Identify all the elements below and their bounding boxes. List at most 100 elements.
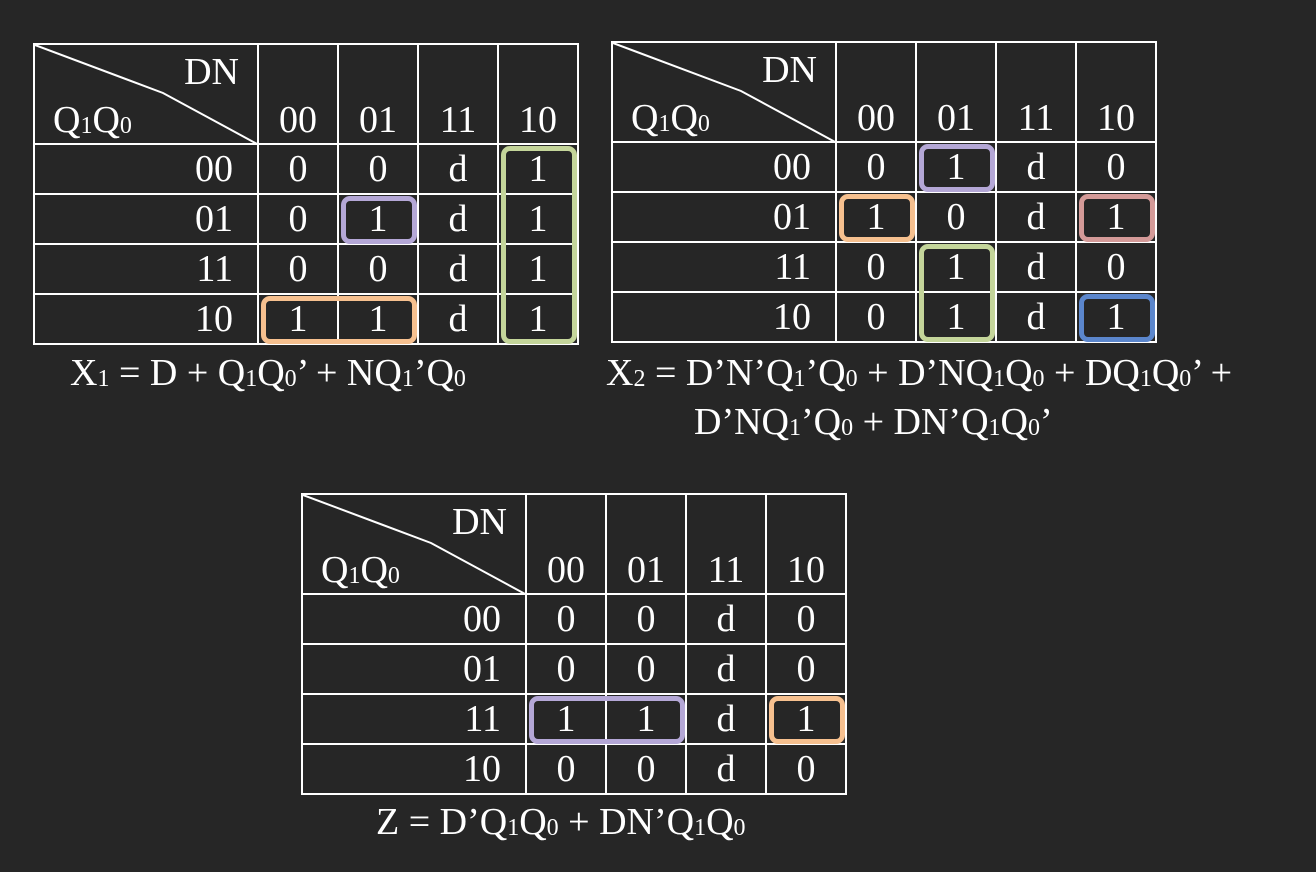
map-cell: d <box>417 143 499 195</box>
corner-diagonal <box>613 43 837 143</box>
karnaugh-map: DN Q1Q0 00 01 11 10 00 0 1 d 0 01 1 0 d 1 11 0 1 d 0 10 0 1 d 1 <box>611 41 1157 343</box>
map-cell: 1 <box>915 291 997 343</box>
row-header: 00 <box>301 593 527 645</box>
row-header: 00 <box>33 143 259 195</box>
map-cell: d <box>995 291 1077 343</box>
row-variable-label: Q1Q0 <box>631 99 710 137</box>
text-run: Q <box>1000 401 1028 443</box>
map-cell: 1 <box>835 191 917 243</box>
subscript: 0 <box>453 366 466 393</box>
text-run: Q <box>631 97 659 139</box>
column-header: 10 <box>1075 41 1157 143</box>
text-run: Q <box>519 801 547 843</box>
column-header: 10 <box>765 493 847 595</box>
map-row: 01 0 1 d 1 <box>33 193 579 245</box>
subscript: 0 <box>546 815 559 842</box>
subscript: 1 <box>348 563 361 590</box>
map-cell: 1 <box>605 693 687 745</box>
text-run: Q <box>1005 352 1033 394</box>
subscript: 0 <box>1032 366 1045 393</box>
row-header: 11 <box>611 241 837 293</box>
subscript: 1 <box>1139 366 1152 393</box>
corner-cell: DN Q1Q0 <box>33 43 259 145</box>
subscript: 1 <box>988 415 1001 442</box>
map-cell: 1 <box>337 193 419 245</box>
map-cell: 1 <box>915 241 997 293</box>
subscript: 1 <box>993 366 1006 393</box>
subscript: 1 <box>658 111 671 138</box>
map-cell: d <box>995 241 1077 293</box>
column-header: 11 <box>417 43 499 145</box>
text-run: D’NQ <box>694 401 789 443</box>
map-cell: 1 <box>497 143 579 195</box>
map-cell: 0 <box>525 743 607 795</box>
map-row: 01 0 0 d 0 <box>301 643 847 695</box>
map-row: 00 0 1 d 0 <box>611 141 1157 193</box>
map-cell: 0 <box>257 143 339 195</box>
diagonal-line <box>613 43 837 143</box>
text-run: ’Q <box>805 352 846 394</box>
map-cell: 1 <box>257 293 339 345</box>
column-header: 00 <box>835 41 917 143</box>
map-cell: 1 <box>765 693 847 745</box>
subscript: 1 <box>507 815 520 842</box>
map-row: 01 1 0 d 1 <box>611 191 1157 243</box>
row-header: 01 <box>301 643 527 695</box>
equation-line: D’NQ1’Q0 + DN’Q1Q0’ <box>694 403 1053 441</box>
subscript: 0 <box>284 366 297 393</box>
text-run: + DN’Q <box>853 401 989 443</box>
map-row: 11 0 0 d 1 <box>33 243 579 295</box>
corner-diagonal <box>35 45 259 145</box>
map-row: 10 0 1 d 1 <box>611 291 1157 343</box>
karnaugh-map: DN Q1Q0 00 01 11 10 00 0 0 d 1 01 0 1 d 1 11 0 0 d 1 10 1 1 d 1 <box>33 43 579 345</box>
column-header: 11 <box>995 41 1077 143</box>
map-cell: d <box>995 141 1077 193</box>
row-header: 01 <box>611 191 837 243</box>
subscript: 1 <box>401 366 414 393</box>
row-header: 11 <box>33 243 259 295</box>
row-header: 00 <box>611 141 837 193</box>
text-run: Q <box>360 549 388 591</box>
map-cell: 1 <box>1075 191 1157 243</box>
subscript: 0 <box>119 113 132 140</box>
column-header: 11 <box>685 493 767 595</box>
subscript: 1 <box>788 415 801 442</box>
column-header: 00 <box>525 493 607 595</box>
map-cell: 0 <box>605 743 687 795</box>
corner-diagonal <box>303 495 527 595</box>
karnaugh-map: DN Q1Q0 00 01 11 10 00 0 0 d 0 01 0 0 d 0 11 1 1 d 1 10 0 0 d 0 <box>301 493 847 795</box>
subscript: 0 <box>841 415 854 442</box>
row-header: 11 <box>301 693 527 745</box>
map-cell: 1 <box>525 693 607 745</box>
subscript: 2 <box>633 366 646 393</box>
map-cell: 1 <box>337 293 419 345</box>
subscript: 1 <box>80 113 93 140</box>
map-cell: 0 <box>257 193 339 245</box>
diagonal-line <box>303 495 527 595</box>
map-cell: 0 <box>765 593 847 645</box>
map-cell: 0 <box>605 593 687 645</box>
text-run: + DQ <box>1044 352 1140 394</box>
map-cell: 1 <box>497 293 579 345</box>
text-run: + DN’Q <box>558 801 695 843</box>
map-cell: 0 <box>257 243 339 295</box>
subscript: 0 <box>733 815 746 842</box>
map-cell: 0 <box>835 241 917 293</box>
map-cell: d <box>685 593 767 645</box>
map-cell: 0 <box>525 593 607 645</box>
map-row: 00 0 0 d 0 <box>301 593 847 645</box>
column-header: 00 <box>257 43 339 145</box>
text-run: ’ + NQ <box>296 352 402 394</box>
subscript: 1 <box>694 815 707 842</box>
corner-cell: DN Q1Q0 <box>611 41 837 143</box>
row-header: 10 <box>301 743 527 795</box>
map-cell: 0 <box>1075 241 1157 293</box>
map-cell: 0 <box>835 141 917 193</box>
equation-line: Z = D’Q1Q0 + DN’Q1Q0 <box>376 803 746 841</box>
subscript: 0 <box>1179 366 1192 393</box>
text-run: X <box>70 352 98 394</box>
subscript: 0 <box>1027 415 1040 442</box>
column-header: 10 <box>497 43 579 145</box>
subscript: 0 <box>387 563 400 590</box>
text-run: Z = D’Q <box>376 801 508 843</box>
